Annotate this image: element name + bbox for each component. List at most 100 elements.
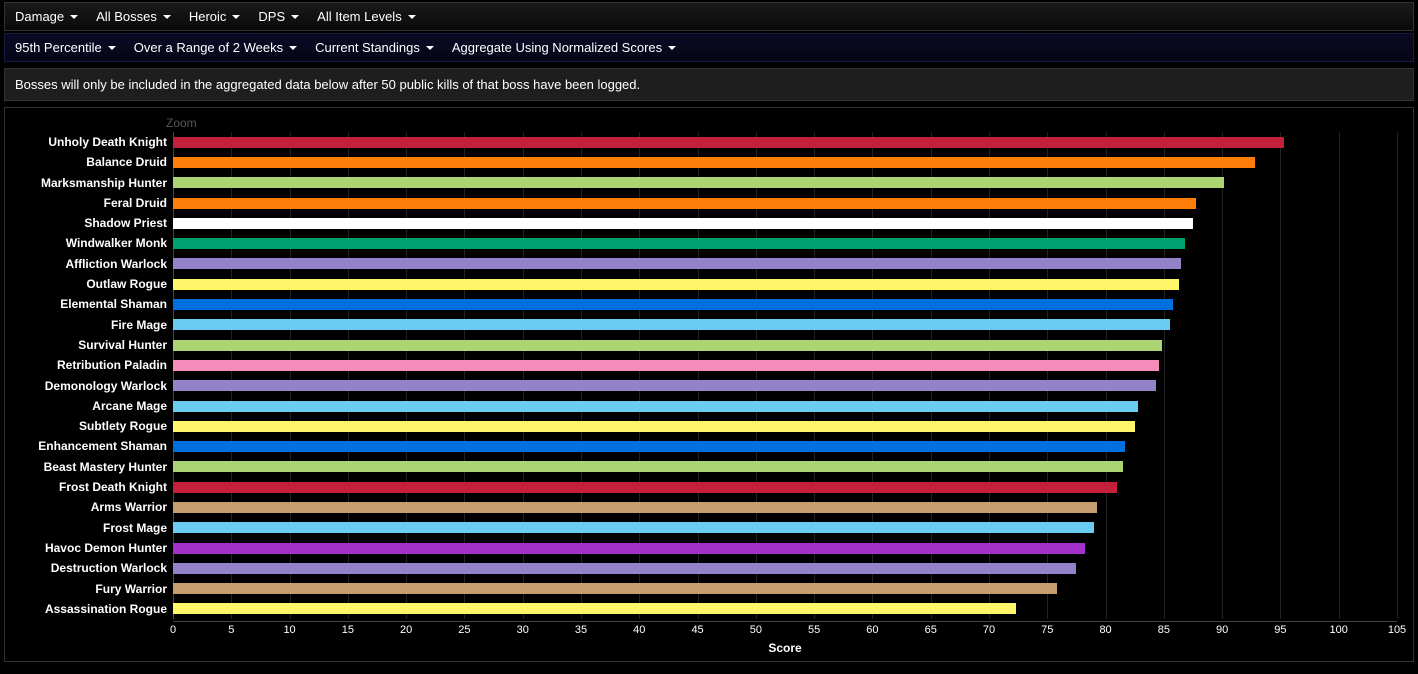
chart-bar[interactable] (173, 583, 1057, 594)
filter-label: Damage (15, 9, 64, 24)
chart-bar-row (173, 274, 1397, 294)
chart-bar-row (173, 173, 1397, 193)
y-axis-label: Fury Warrior (11, 579, 167, 599)
chart-bar[interactable] (173, 177, 1224, 188)
chart-bar-row (173, 233, 1397, 253)
chart-bar[interactable] (173, 137, 1284, 148)
notice-banner: Bosses will only be included in the aggr… (4, 68, 1414, 101)
filter-label: DPS (258, 9, 285, 24)
chart-bar-row (173, 315, 1397, 335)
chart-bar-row (173, 579, 1397, 599)
y-axis-label: Arms Warrior (11, 497, 167, 517)
filter-dropdown[interactable]: All Item Levels (317, 9, 416, 24)
chevron-down-icon (232, 15, 240, 19)
chart-bar-row (173, 599, 1397, 619)
filter-dropdown[interactable]: Aggregate Using Normalized Scores (452, 40, 676, 55)
y-axis-labels: Unholy Death KnightBalance DruidMarksman… (11, 132, 173, 619)
x-tick-label: 60 (866, 624, 878, 636)
y-axis-label: Outlaw Rogue (11, 274, 167, 294)
chart-bar-row (173, 213, 1397, 233)
chart-bar[interactable] (173, 502, 1097, 513)
filter-dropdown[interactable]: DPS (258, 9, 299, 24)
chart-bars (173, 132, 1397, 619)
chart-bar[interactable] (173, 340, 1162, 351)
y-axis-label: Beast Mastery Hunter (11, 457, 167, 477)
chart-plot-area (173, 132, 1397, 619)
chart-bar-row (173, 376, 1397, 396)
filter-dropdown[interactable]: 95th Percentile (15, 40, 116, 55)
chart-bar-row (173, 294, 1397, 314)
chart-bar[interactable] (173, 522, 1094, 533)
chart-bar-row (173, 477, 1397, 497)
chart-bar[interactable] (173, 482, 1117, 493)
x-tick-label: 95 (1274, 624, 1286, 636)
chart-bar[interactable] (173, 461, 1123, 472)
x-tick-label: 55 (808, 624, 820, 636)
chart-bar[interactable] (173, 319, 1170, 330)
chart-bar[interactable] (173, 279, 1179, 290)
y-axis-label: Affliction Warlock (11, 254, 167, 274)
chart-bar[interactable] (173, 563, 1076, 574)
filter-label: All Bosses (96, 9, 157, 24)
x-tick-label: 105 (1388, 624, 1406, 636)
y-axis-label: Subtlety Rogue (11, 416, 167, 436)
x-tick-label: 5 (228, 624, 234, 636)
filter-label: Heroic (189, 9, 227, 24)
chart-bar[interactable] (173, 238, 1185, 249)
chevron-down-icon (668, 46, 676, 50)
x-tick-label: 90 (1216, 624, 1228, 636)
filter-label: Current Standings (315, 40, 420, 55)
y-axis-label: Arcane Mage (11, 396, 167, 416)
x-tick-label: 45 (691, 624, 703, 636)
filter-label: All Item Levels (317, 9, 402, 24)
y-axis-label: Fire Mage (11, 315, 167, 335)
y-axis-label: Feral Druid (11, 193, 167, 213)
chart-bar-row (173, 518, 1397, 538)
x-tick-label: 75 (1041, 624, 1053, 636)
y-axis-label: Shadow Priest (11, 213, 167, 233)
chart-bar-row (173, 558, 1397, 578)
x-tick-label: 20 (400, 624, 412, 636)
y-axis-label: Frost Death Knight (11, 477, 167, 497)
x-tick-label: 40 (633, 624, 645, 636)
chart-bar[interactable] (173, 421, 1135, 432)
chart-bar[interactable] (173, 198, 1196, 209)
chart-bar[interactable] (173, 360, 1159, 371)
chart-bar-row (173, 132, 1397, 152)
zoom-label: Zoom (166, 116, 1407, 130)
x-axis: 0510152025303540455055606570758085909510… (173, 621, 1397, 637)
chart-bar[interactable] (173, 157, 1255, 168)
y-axis-label: Survival Hunter (11, 335, 167, 355)
chart-bar[interactable] (173, 380, 1156, 391)
chart-bar-row (173, 457, 1397, 477)
filter-dropdown[interactable]: Over a Range of 2 Weeks (134, 40, 297, 55)
chart-container: Zoom Unholy Death KnightBalance DruidMar… (4, 107, 1414, 662)
chart-bar[interactable] (173, 441, 1125, 452)
chart-bar-row (173, 193, 1397, 213)
chart-bar[interactable] (173, 218, 1193, 229)
x-tick-label: 80 (1099, 624, 1111, 636)
chart-bar[interactable] (173, 401, 1138, 412)
secondary-filter-bar: 95th Percentile Over a Range of 2 Weeks Cu… (4, 33, 1414, 62)
x-tick-label: 30 (517, 624, 529, 636)
filter-dropdown[interactable]: Current Standings (315, 40, 434, 55)
x-tick-label: 70 (983, 624, 995, 636)
chart-bar[interactable] (173, 603, 1016, 614)
x-tick-label: 25 (458, 624, 470, 636)
filter-dropdown[interactable]: Heroic (189, 9, 241, 24)
primary-filter-bar: Damage All Bosses Heroic DPS All Item Levels (4, 2, 1414, 31)
filter-label: Aggregate Using Normalized Scores (452, 40, 662, 55)
chart-bar-row (173, 396, 1397, 416)
x-tick-label: 100 (1330, 624, 1348, 636)
filter-dropdown[interactable]: Damage (15, 9, 78, 24)
chart-bar[interactable] (173, 299, 1173, 310)
x-tick-label: 85 (1158, 624, 1170, 636)
chart-bar-row (173, 538, 1397, 558)
filter-label: Over a Range of 2 Weeks (134, 40, 283, 55)
chart-bar[interactable] (173, 543, 1085, 554)
chart-bar-row (173, 152, 1397, 172)
chart-bar[interactable] (173, 258, 1181, 269)
chevron-down-icon (163, 15, 171, 19)
filter-dropdown[interactable]: All Bosses (96, 9, 171, 24)
y-axis-label: Enhancement Shaman (11, 436, 167, 456)
